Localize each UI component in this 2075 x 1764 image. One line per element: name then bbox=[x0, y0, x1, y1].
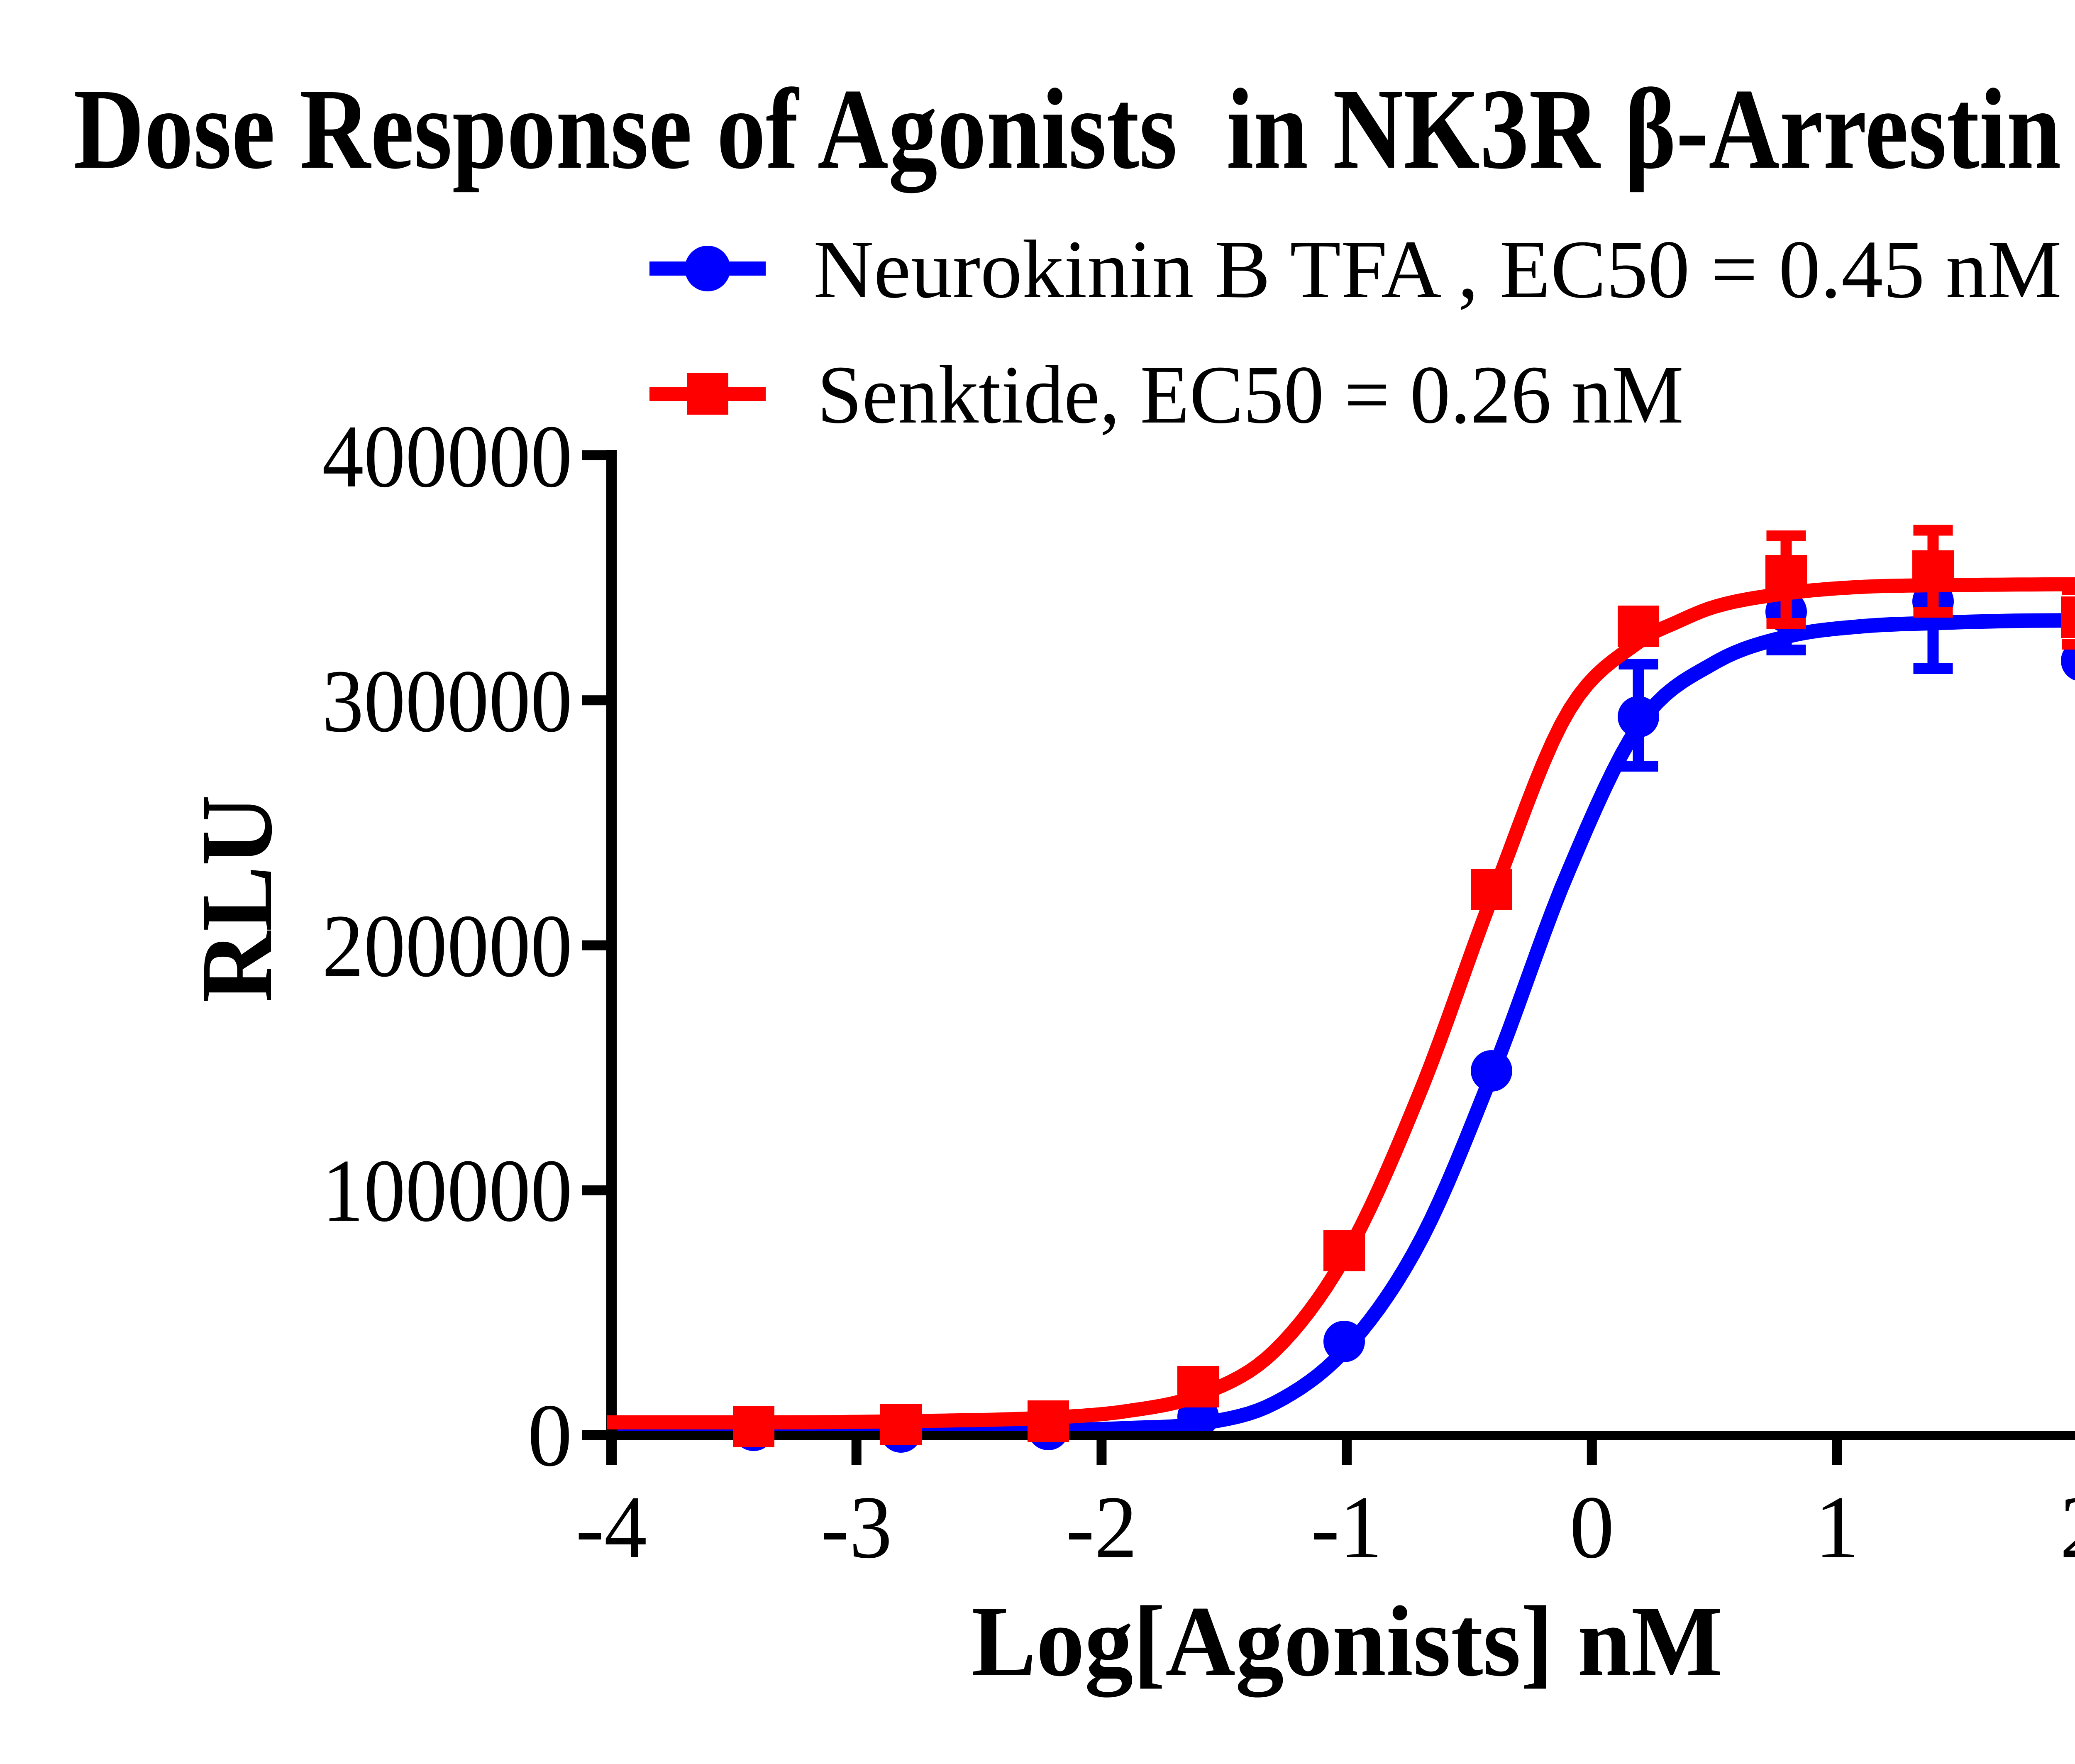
svg-text:RLU: RLU bbox=[181, 795, 293, 1002]
svg-text:-3: -3 bbox=[821, 1478, 892, 1577]
svg-text:-1: -1 bbox=[1311, 1478, 1382, 1577]
svg-text:Senktide, EC50 = 0.26 nM: Senktide, EC50 = 0.26 nM bbox=[817, 349, 1684, 441]
svg-text:-4: -4 bbox=[576, 1478, 647, 1577]
svg-text:400000: 400000 bbox=[322, 407, 572, 506]
svg-text:1: 1 bbox=[1815, 1478, 1860, 1577]
svg-text:100000: 100000 bbox=[322, 1141, 572, 1240]
svg-text:-2: -2 bbox=[1066, 1478, 1137, 1577]
svg-text:Neurokinin B TFA , EC50 = 0.45: Neurokinin B TFA , EC50 = 0.45 nM bbox=[813, 224, 2062, 315]
svg-text:300000: 300000 bbox=[322, 652, 572, 751]
svg-text:0: 0 bbox=[527, 1386, 572, 1485]
svg-text:Dose Response of Agonists in: Dose Response of Agonists in NK3R β-Arre… bbox=[73, 65, 2075, 195]
svg-text:2: 2 bbox=[2060, 1478, 2075, 1577]
svg-text:200000: 200000 bbox=[322, 896, 572, 995]
svg-text:Log[Agonists] nM: Log[Agonists] nM bbox=[972, 1585, 1723, 1698]
svg-text:0: 0 bbox=[1570, 1478, 1614, 1577]
